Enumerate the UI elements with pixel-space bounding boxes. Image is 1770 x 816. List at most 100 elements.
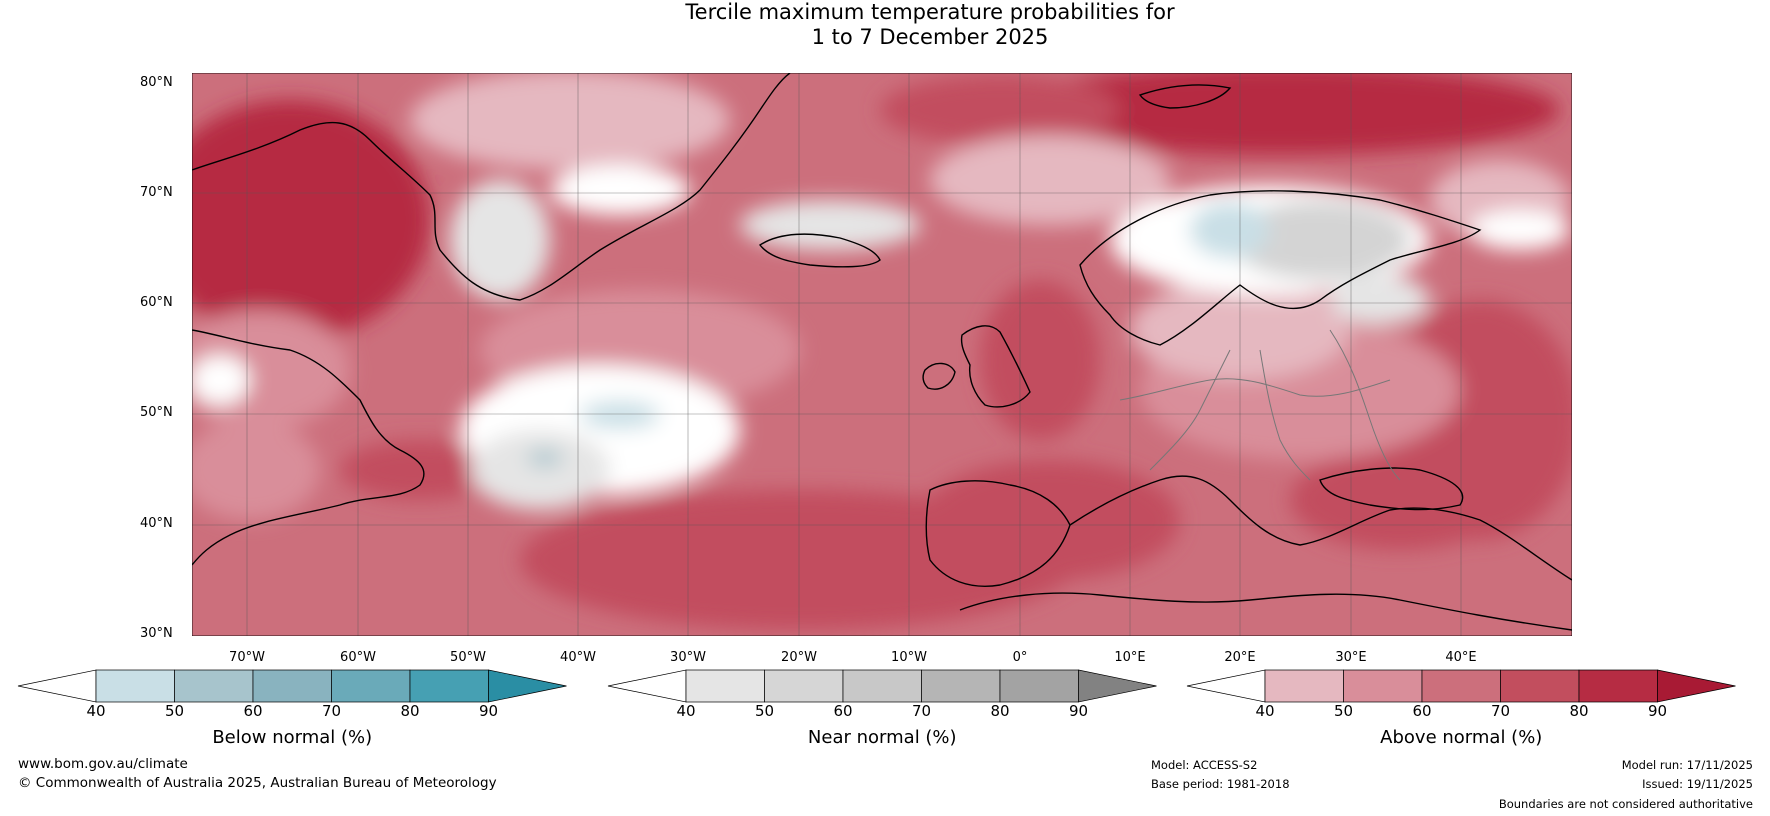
colorbar-below bbox=[17, 669, 567, 703]
lon-label-20e: 20°E bbox=[1224, 650, 1256, 665]
greenland-near bbox=[450, 180, 550, 300]
colorbar-near-tick: 90 bbox=[1068, 702, 1089, 720]
greenland-west-hotspot bbox=[192, 100, 430, 340]
colorbar-above bbox=[1186, 669, 1736, 703]
title-line-2: 1 to 7 December 2025 bbox=[811, 25, 1049, 49]
norwegian-sea-band bbox=[880, 75, 1120, 145]
map-title: Tercile maximum temperature probabilitie… bbox=[0, 0, 1770, 50]
colorbar-near-tick: 60 bbox=[833, 702, 853, 720]
colorbar-below-tick: 50 bbox=[164, 702, 185, 720]
atlantic-near-grey bbox=[470, 430, 610, 510]
coastlines bbox=[192, 73, 1572, 631]
colorbar-below-extend-low bbox=[17, 669, 97, 703]
ireland-coast bbox=[922, 362, 956, 390]
greenland-coast bbox=[192, 73, 791, 301]
kara-near bbox=[1470, 210, 1570, 250]
colorbar-below-tick: 70 bbox=[321, 702, 342, 720]
colorbar-near bbox=[607, 669, 1157, 703]
lon-label-50w: 50°W bbox=[450, 650, 486, 665]
probability-field bbox=[192, 73, 1572, 636]
arctic-hotspot bbox=[1000, 73, 1560, 155]
norway-sea-light bbox=[930, 135, 1170, 225]
colorbar-near-segment bbox=[842, 669, 922, 703]
colorbar-above-extend-high bbox=[1657, 669, 1736, 703]
colorbar-above-tick: 70 bbox=[1490, 702, 1511, 720]
lon-label-40w: 40°W bbox=[560, 650, 596, 665]
colorbar-near-tick: 40 bbox=[676, 702, 696, 720]
lon-label-10w: 10°W bbox=[891, 650, 927, 665]
lon-label-70w: 70°W bbox=[229, 650, 265, 665]
newfoundland-band bbox=[340, 440, 500, 500]
colorbar-near-extend-high bbox=[1078, 669, 1157, 703]
scandinavia-below bbox=[1190, 202, 1270, 258]
copyright-text: © Commonwealth of Australia 2025, Austra… bbox=[18, 775, 497, 791]
colorbar-above-segment bbox=[1343, 669, 1423, 703]
atlantic-below-strong bbox=[527, 450, 563, 466]
colorbar-below-segment bbox=[252, 669, 332, 703]
colorbar-above-extend-low bbox=[1186, 669, 1266, 703]
colorbar-below-segment bbox=[95, 669, 175, 703]
colorbar-near-tick: 80 bbox=[990, 702, 1010, 720]
colorbar-above-segment bbox=[1500, 669, 1580, 703]
lat-label-30n: 30°N bbox=[140, 626, 173, 641]
iceland-near bbox=[740, 200, 920, 250]
colorbars bbox=[17, 669, 1736, 703]
baffin-light bbox=[410, 73, 730, 170]
lat-label-70n: 70°N bbox=[140, 185, 173, 200]
lat-label-50n: 50°N bbox=[140, 405, 173, 420]
colorbar-near-segment bbox=[999, 669, 1079, 703]
graticule bbox=[192, 73, 1572, 636]
iberia-coast bbox=[925, 480, 1071, 587]
colorbar-near-tick: 70 bbox=[911, 702, 932, 720]
iberia-band bbox=[920, 460, 1180, 580]
north-america-coast bbox=[192, 329, 425, 566]
colorbar-near-segment bbox=[764, 669, 844, 703]
lat-label-60n: 60°N bbox=[140, 295, 173, 310]
lat-label-80n: 80°N bbox=[140, 75, 173, 90]
colorbar-above-segment bbox=[1421, 669, 1501, 703]
colorbar-below-tick: 40 bbox=[86, 702, 106, 720]
colorbar-below-tick: 90 bbox=[478, 702, 499, 720]
greenland-north-white bbox=[550, 165, 690, 215]
colorbar-above-segment bbox=[1578, 669, 1658, 703]
iceland-coast bbox=[758, 233, 881, 268]
colorbar-near-extend-low bbox=[607, 669, 687, 703]
colorbar-above-tick: 80 bbox=[1569, 702, 1589, 720]
colorbar-above-segment bbox=[1264, 669, 1344, 703]
great-britain-coast bbox=[960, 325, 1031, 408]
colorbar-below-tick: 60 bbox=[243, 702, 263, 720]
title-line-1: Tercile maximum temperature probabilitie… bbox=[685, 0, 1175, 24]
uk-west-band bbox=[980, 280, 1100, 440]
colorbar-below-segment bbox=[174, 669, 254, 703]
lon-label-60w: 60°W bbox=[340, 650, 376, 665]
model-run-text: Model run: 17/11/2025 bbox=[1621, 758, 1753, 772]
colorbar-above-title: Above normal (%) bbox=[1380, 727, 1543, 748]
colorbar-near-tick: 50 bbox=[754, 702, 775, 720]
model-text: Model: ACCESS-S2 bbox=[1151, 758, 1258, 772]
lon-label-30w: 30°W bbox=[670, 650, 706, 665]
website-link[interactable]: www.bom.gov.au/climate bbox=[18, 756, 188, 772]
colorbar-above-tick: 50 bbox=[1333, 702, 1354, 720]
issued-text: Issued: 19/11/2025 bbox=[1642, 777, 1753, 791]
country-borders bbox=[1119, 329, 1401, 481]
lon-label-30e: 30°E bbox=[1335, 650, 1367, 665]
colorbar-near-segment bbox=[685, 669, 765, 703]
colorbar-below-tick: 80 bbox=[400, 702, 420, 720]
colorbar-above-tick: 90 bbox=[1647, 702, 1668, 720]
finland-near-grey bbox=[1230, 200, 1410, 280]
colorbar-below-segment bbox=[331, 669, 411, 703]
colorbar-near-segment bbox=[921, 669, 1001, 703]
colorbar-below-segment bbox=[409, 669, 489, 703]
colorbar-above-tick: 40 bbox=[1255, 702, 1275, 720]
colorbar-near-title: Near normal (%) bbox=[807, 727, 957, 748]
svalbard-coast bbox=[1138, 84, 1232, 109]
mediterranean-north-coast bbox=[1069, 475, 1572, 581]
base-period-text: Base period: 1981-2018 bbox=[1151, 777, 1290, 791]
lon-label-20w: 20°W bbox=[781, 650, 817, 665]
lon-label-0: 0° bbox=[1012, 650, 1028, 665]
colorbar-above-tick: 60 bbox=[1412, 702, 1432, 720]
africa-north-coast bbox=[959, 592, 1572, 631]
colorbar-below-title: Below normal (%) bbox=[212, 727, 373, 748]
canada-near bbox=[192, 355, 250, 405]
